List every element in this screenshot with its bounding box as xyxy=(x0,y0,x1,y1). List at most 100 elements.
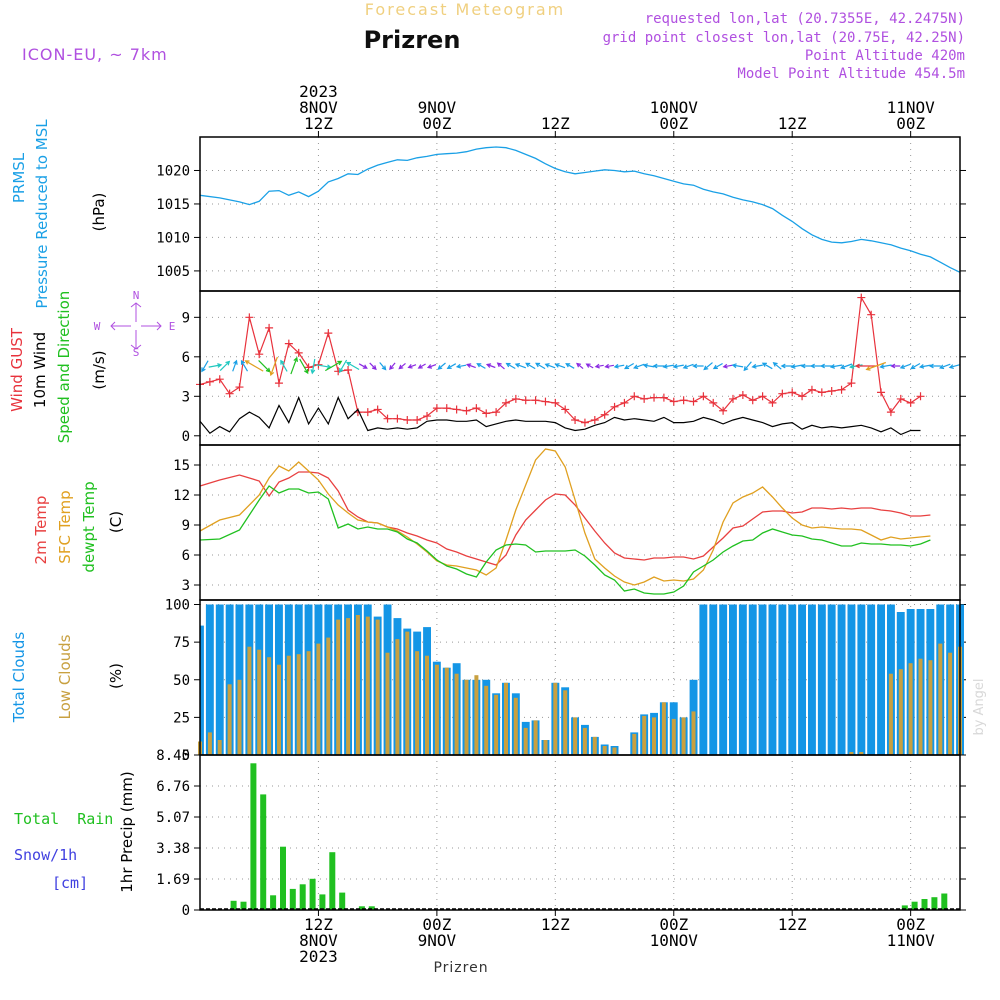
wind-direction-arrow xyxy=(761,362,773,370)
precip-frame xyxy=(199,754,961,911)
gust-marker xyxy=(482,409,491,418)
low-cloud-bar xyxy=(898,669,903,755)
gust-marker xyxy=(817,388,826,397)
gust-marker xyxy=(620,398,629,407)
total-rain-label: Total Rain xyxy=(14,810,113,828)
low-cloud-bar xyxy=(267,657,272,755)
bottom-time-label: 12Z xyxy=(304,915,333,934)
temp-ytick-label: 9 xyxy=(182,518,190,534)
wind-direction-arrow xyxy=(398,362,406,370)
low-cloud-bar xyxy=(355,615,360,755)
gust-marker xyxy=(521,396,530,405)
total-cloud-bar xyxy=(778,604,787,755)
low-clouds-label: Low Clouds xyxy=(56,634,74,719)
cloud-panel-labels: Total Clouds Low Clouds (%) xyxy=(10,632,125,724)
wind-direction-arrow xyxy=(928,363,941,369)
low-cloud-bar xyxy=(948,652,953,755)
temp-dewpt-line xyxy=(199,485,931,595)
wind-direction-arrow xyxy=(269,356,278,377)
gust-marker xyxy=(630,392,639,401)
total-cloud-bar xyxy=(758,604,767,755)
rain-bar xyxy=(339,892,346,910)
gust-marker xyxy=(541,397,550,406)
gust-marker xyxy=(215,375,224,384)
low-cloud-bar xyxy=(582,727,587,755)
gust-marker xyxy=(423,412,432,421)
low-cloud-bar xyxy=(247,646,252,755)
wind-direction-arrow xyxy=(437,362,446,370)
low-cloud-bar xyxy=(652,717,656,755)
compass-rose: N S W E xyxy=(94,289,176,359)
gust-marker xyxy=(383,414,392,423)
wind-direction-arrow xyxy=(672,363,684,369)
wind-direction-arrow xyxy=(692,363,704,369)
gust-marker xyxy=(699,392,708,401)
wind-direction-arrow xyxy=(712,362,723,370)
wind-ytick-label: 3 xyxy=(182,389,190,405)
cloud-ytick-label: 0 xyxy=(182,748,190,764)
wind-direction-arrow xyxy=(743,361,752,372)
low-cloud-bar xyxy=(642,715,647,755)
gust-marker xyxy=(640,394,649,403)
low-cloud-bar xyxy=(306,651,311,755)
gust-marker xyxy=(748,396,757,405)
wind-direction-arrow xyxy=(476,363,486,369)
wind-direction-arrow xyxy=(576,362,584,370)
bottom-time-label: 9NOV xyxy=(418,931,457,950)
wind-gust-label: Wind GUST xyxy=(8,327,26,412)
low-cloud-bar xyxy=(602,746,607,755)
wind-direction-arrow xyxy=(369,362,377,371)
gust-marker xyxy=(413,415,422,424)
total-cloud-bar xyxy=(837,604,846,755)
low-cloud-bar xyxy=(217,740,222,755)
pressure-ytick-label: 1015 xyxy=(156,197,190,213)
wind-direction-arrow xyxy=(890,363,901,369)
total-cloud-bar xyxy=(225,604,234,755)
low-cloud-bar xyxy=(671,718,676,755)
model-altitude: Model Point Altitude 454.5m xyxy=(737,66,965,82)
wind-direction-arrow xyxy=(358,363,368,369)
precip-ytick-label: 6.76 xyxy=(156,779,190,795)
wind-direction-arrow xyxy=(722,363,733,369)
gust-marker xyxy=(403,415,412,424)
top-time-label: 2023 xyxy=(299,82,338,101)
gust-marker xyxy=(886,408,895,417)
gust-marker xyxy=(274,379,283,388)
wind-direction-arrow xyxy=(417,363,426,369)
gust-marker xyxy=(788,388,797,397)
gust-marker xyxy=(225,389,234,398)
wind-panel-labels: Wind GUST 10m Wind Speed and Direction (… xyxy=(8,289,175,443)
compass-n: N xyxy=(133,289,140,302)
gust-marker xyxy=(610,402,619,411)
wind-direction-arrow xyxy=(939,363,951,370)
pressure-ytick-label: 1005 xyxy=(156,264,190,280)
low-cloud-bar xyxy=(405,631,410,755)
low-cloud-bar xyxy=(681,717,686,755)
pressure-panel: 1005 1010 1015 1020 xyxy=(156,137,966,291)
rain-bar xyxy=(941,893,948,910)
precip-panel-labels: Total Rain Snow/1h [cm] 1hr Precip (mm) xyxy=(14,771,136,892)
total-cloud-bar xyxy=(215,604,224,755)
total-cloud-bar xyxy=(709,604,718,755)
rain-bar xyxy=(280,846,286,910)
gust-marker xyxy=(472,404,481,413)
gust-marker xyxy=(906,398,915,407)
low-cloud-bar xyxy=(425,655,429,755)
low-cloud-bar xyxy=(444,667,449,755)
low-cloud-bar xyxy=(257,649,262,755)
temp-2m-label: 2m Temp xyxy=(32,496,50,565)
wind-direction-arrow xyxy=(865,361,887,371)
compass-s: S xyxy=(133,346,140,359)
low-cloud-bar xyxy=(592,736,597,755)
wind-direction-arrow xyxy=(751,363,763,369)
wind-direction-arrow xyxy=(731,363,744,369)
total-cloud-bar xyxy=(827,604,836,755)
rain-bar xyxy=(230,900,237,910)
wind-panel: 0 3 6 9 xyxy=(182,291,966,445)
wind-direction-arrow xyxy=(682,363,694,369)
low-cloud-bar xyxy=(316,643,321,755)
low-cloud-bar xyxy=(207,732,212,755)
rain-bar xyxy=(921,899,928,910)
total-cloud-bar xyxy=(877,604,885,755)
